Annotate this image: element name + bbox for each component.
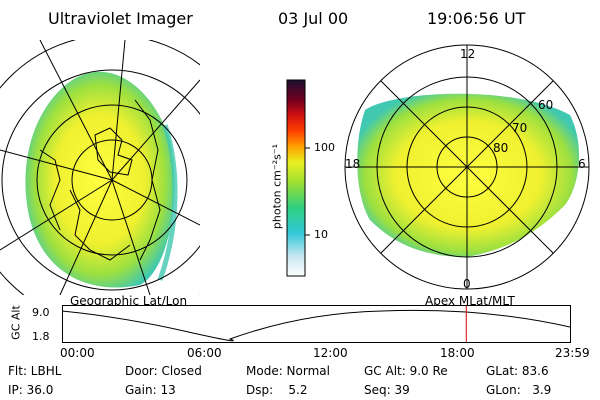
instrument-title: Ultraviolet Imager — [48, 9, 193, 28]
status-glon: GLon: 3.9 — [486, 383, 552, 397]
auroral-emission-region — [25, 71, 175, 288]
x-tick-2359: 23:59 — [555, 346, 590, 360]
altitude-curve — [62, 309, 571, 342]
x-tick-0600: 06:00 — [187, 346, 222, 360]
time-label: 19:06:56 UT — [427, 9, 526, 28]
colorbar-ticks — [305, 147, 310, 236]
status-filter: Flt: LBHL — [8, 364, 62, 378]
geographic-caption: Geographic Lat/Lon — [70, 294, 188, 308]
mlat-label-80: 80 — [493, 141, 509, 155]
date-label: 03 Jul 00 — [278, 9, 349, 28]
status-ip: IP: 36.0 — [8, 383, 54, 397]
status-gain: Gain: 13 — [125, 383, 176, 397]
colorbar-gradient — [286, 79, 306, 277]
coastlines — [39, 99, 161, 261]
auroral-oval — [357, 93, 580, 257]
latitude-circle — [1, 69, 200, 291]
mlat-label-60: 60 — [538, 98, 554, 112]
mlt-diagonal — [380, 80, 554, 254]
status-dsp: Dsp: 5.2 — [246, 383, 308, 397]
strip-frame — [62, 305, 571, 343]
colorbar-tick-100: 100 — [314, 141, 335, 154]
mlt-label-0: 0 — [463, 277, 471, 291]
latitude-circle — [36, 104, 188, 256]
x-tick-1800: 18:00 — [440, 346, 475, 360]
status-seq: Seq: 39 — [364, 383, 410, 397]
colorbar-tick-10: 10 — [314, 228, 328, 241]
status-mode: Mode: Normal — [246, 364, 330, 378]
apex-caption: Apex MLat/MLT — [425, 294, 515, 308]
mlat-label-70: 70 — [512, 121, 528, 135]
colorbar — [286, 79, 310, 277]
alt-tick-9: 9.0 — [32, 306, 50, 319]
mlt-label-6: 6 — [578, 157, 586, 171]
polar-plot — [344, 44, 590, 290]
colorbar-unit-label: photon cm⁻²s⁻¹ — [270, 143, 284, 230]
x-tick-1200: 12:00 — [313, 346, 348, 360]
status-door: Door: Closed — [125, 364, 202, 378]
x-tick-0000: 00:00 — [60, 346, 95, 360]
mlt-label-18: 18 — [345, 157, 361, 171]
geographic-image — [0, 40, 200, 295]
gc-alt-axis-label: GC Alt — [9, 305, 23, 340]
status-gc-alt: GC Alt: 9.0 Re — [364, 364, 448, 378]
status-glat: GLat: 83.6 — [486, 364, 549, 378]
alt-tick-1-8: 1.8 — [32, 330, 50, 343]
altitude-strip-plot — [62, 305, 571, 343]
mlt-label-12: 12 — [460, 47, 476, 61]
